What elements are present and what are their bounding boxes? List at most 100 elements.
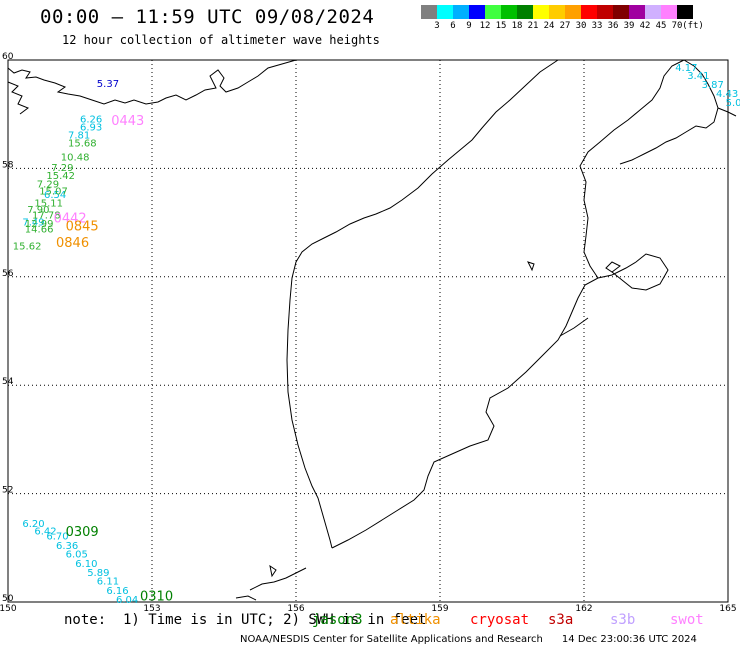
colorbar-swatch — [677, 5, 693, 19]
wave-height-label: 6.54 — [44, 190, 66, 201]
colorbar-label: 70 — [671, 21, 683, 31]
mission-label-altika: altika — [390, 612, 441, 628]
lat-tick-label: 50 — [2, 594, 14, 604]
wave-height-label: 5.89 — [87, 568, 109, 579]
wave-height-label: 14.66 — [25, 224, 54, 235]
colorbar-label: 12 — [479, 21, 491, 31]
colorbar-swatch — [661, 5, 677, 19]
mission-label-s3a: s3a — [548, 612, 574, 628]
lat-tick-label: 52 — [2, 486, 13, 496]
wave-height-label: 12.99 — [25, 219, 54, 230]
colorbar-swatch — [549, 5, 565, 19]
mission-label-swot: swot — [670, 612, 704, 628]
wave-height-label: 6.16 — [106, 586, 128, 597]
wave-height-label: 3.41 — [687, 71, 709, 82]
colorbar-label: 27 — [559, 21, 571, 31]
map-frame — [7, 59, 729, 603]
pass-time-label: 0442 — [54, 212, 87, 227]
wave-height-label: 10.48 — [61, 152, 90, 163]
wave-height-label: 6.36 — [56, 541, 78, 552]
footer-credit: NOAA/NESDIS Center for Satellite Applica… — [240, 634, 697, 645]
lon-tick-label: 156 — [287, 604, 304, 614]
lon-tick-label: 153 — [143, 604, 160, 614]
wave-height-label: 15.11 — [34, 198, 63, 209]
colorbar-label: 30 — [575, 21, 587, 31]
colorbar-swatch — [469, 5, 485, 19]
map-title: 00:00 – 11:59 UTC 09/08/2024 — [40, 6, 375, 28]
wave-height-label: 15.42 — [46, 171, 75, 182]
wave-height-label: 4.17 — [675, 63, 697, 74]
colorbar-label: 42 — [639, 21, 651, 31]
wave-height-colorbar — [421, 5, 693, 19]
wave-height-label: 6.20 — [22, 519, 44, 530]
colorbar-swatch — [565, 5, 581, 19]
pass-time-label: 0845 — [66, 220, 99, 235]
wave-height-label: 5.37 — [97, 79, 119, 90]
wave-height-label: 5.0 — [726, 98, 740, 109]
pass-time-label: 0443 — [111, 114, 144, 129]
lon-tick-label: 150 — [0, 604, 17, 614]
colorbar-swatch — [437, 5, 453, 19]
wave-height-label: 17.78 — [32, 210, 61, 221]
mission-label-s3b: s3b — [610, 612, 636, 628]
colorbar-swatch — [485, 5, 501, 19]
wave-height-label: 6.26 — [80, 114, 102, 125]
lat-tick-label: 54 — [2, 377, 14, 387]
wave-height-label: 7.29 — [37, 179, 59, 190]
note-text: note: 1) Time is in UTC; 2) SWH is in fe… — [64, 612, 427, 628]
pass-time-label: 0309 — [66, 525, 99, 540]
colorbar-label: 18 — [511, 21, 523, 31]
colorbar-swatch — [453, 5, 469, 19]
wave-height-label: 6.70 — [46, 532, 68, 543]
wave-height-label: 6.11 — [97, 577, 119, 588]
wave-height-label: 4.43 — [716, 89, 738, 100]
wave-height-label: 6.05 — [66, 550, 88, 561]
colorbar-label: 21 — [527, 21, 539, 31]
wave-height-label: 7.29 — [51, 163, 73, 174]
colorbar-swatch — [581, 5, 597, 19]
colorbar-swatch — [501, 5, 517, 19]
lon-tick-label: 162 — [575, 604, 592, 614]
colorbar-label: 39 — [623, 21, 635, 31]
colorbar-label: 6 — [450, 21, 456, 31]
lat-tick-label: 56 — [2, 269, 14, 279]
colorbar-swatch — [421, 5, 437, 19]
colorbar-label: 15 — [495, 21, 507, 31]
colorbar-label: 9 — [466, 21, 472, 31]
wave-height-label: 15.62 — [13, 242, 42, 253]
wave-height-label: 6.10 — [75, 559, 97, 570]
colorbar-label: 45 — [655, 21, 667, 31]
wave-height-label: 6.42 — [34, 526, 56, 537]
wave-height-label: 7.90 — [27, 205, 49, 216]
pass-time-label: 0846 — [56, 236, 89, 251]
colorbar-label: 36 — [607, 21, 619, 31]
wave-height-label: 6.04 — [116, 595, 138, 606]
altimeter-tracks: 5.376.266.937.816.547.4915.6810.487.2915… — [13, 63, 740, 606]
pass-time-label: 0310 — [140, 589, 173, 604]
colorbar-swatch — [645, 5, 661, 19]
colorbar-label: 24 — [543, 21, 555, 31]
colorbar-swatch — [517, 5, 533, 19]
mission-label-jason3: jason3 — [312, 612, 363, 628]
colorbar-swatch — [629, 5, 645, 19]
wave-height-label: 6.93 — [80, 122, 102, 133]
wave-height-label: 3.87 — [702, 80, 724, 91]
colorbar-label: 33 — [591, 21, 603, 31]
lat-lon-grid: 150 153 156 159 162 165 60 58 56 54 52 50 — [0, 52, 737, 614]
wave-height-label: 7.81 — [68, 131, 90, 142]
map-subtitle: 12 hour collection of altimeter wave hei… — [62, 33, 380, 47]
colorbar-label: (ft) — [682, 21, 704, 31]
colorbar-swatch — [613, 5, 629, 19]
colorbar-swatch — [597, 5, 613, 19]
colorbar-swatch — [533, 5, 549, 19]
wave-height-label: 15.68 — [68, 139, 97, 150]
colorbar-label: 3 — [434, 21, 440, 31]
mission-label-cryosat: cryosat — [470, 612, 530, 628]
wave-height-label: 15.07 — [39, 186, 68, 197]
lat-tick-label: 60 — [2, 52, 14, 62]
wave-height-label: 7.49 — [22, 217, 44, 228]
coastline — [7, 59, 737, 601]
lon-tick-label: 165 — [719, 604, 736, 614]
lat-tick-label: 58 — [2, 160, 14, 170]
